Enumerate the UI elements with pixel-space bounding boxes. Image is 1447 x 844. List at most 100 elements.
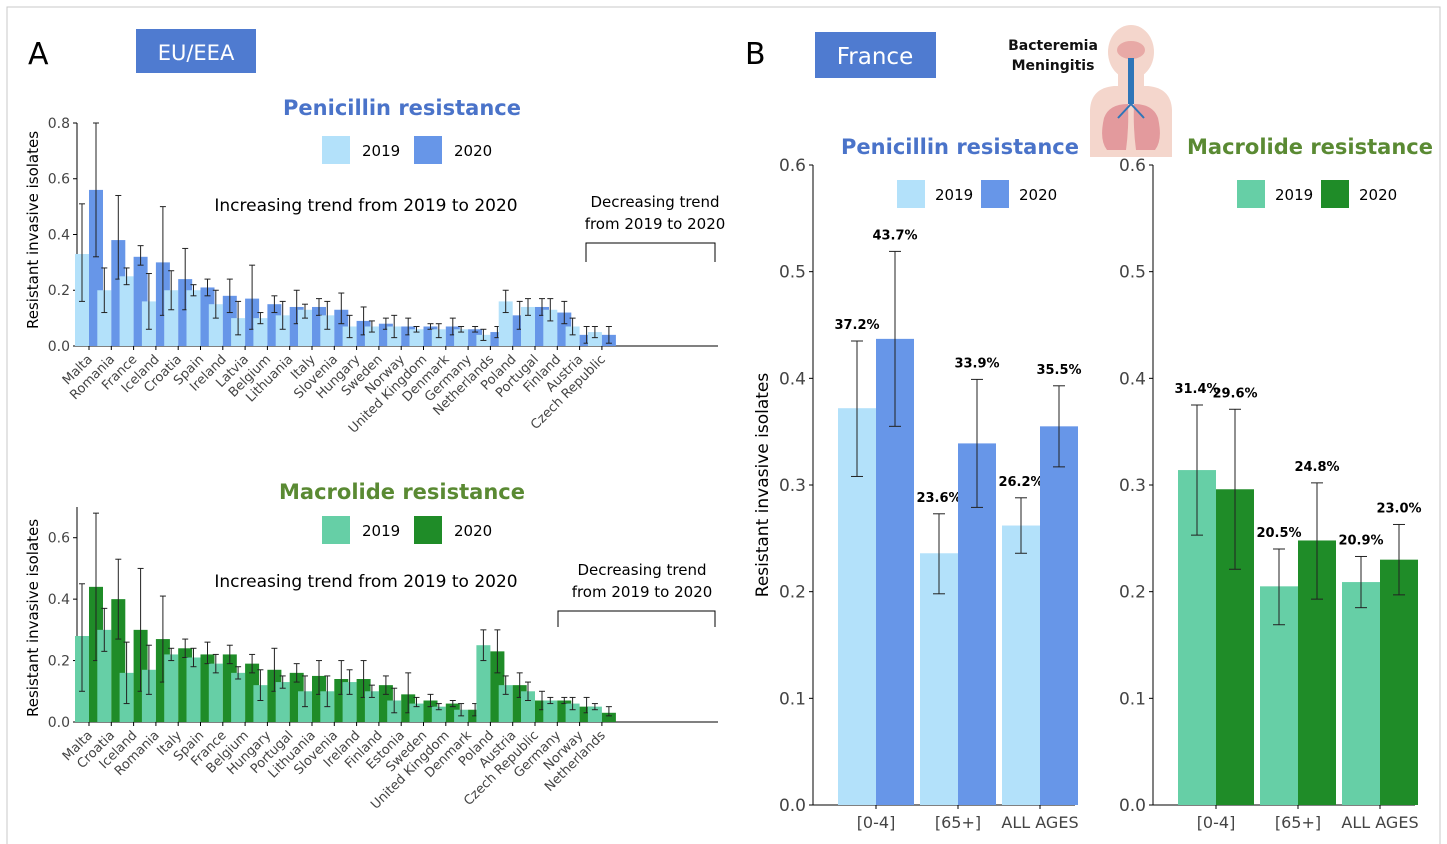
fr-penicillin-data-label: 23.6% xyxy=(916,491,961,506)
eu-penicillin-chart: 0.0 0.2 0.4 0.6 0.8 Penicillin resistance 2019… xyxy=(24,96,718,437)
eu-macrolide-bar-2019 xyxy=(164,654,179,722)
eu-label: EU/EEA xyxy=(158,41,235,65)
eu-penicillin-bar-2019 xyxy=(298,309,312,346)
eu-penicillin-bar-2019 xyxy=(186,290,201,346)
eu-pen-decreasing-note-2: from 2019 to 2020 xyxy=(585,215,726,233)
eu-macrolide-bar-2019 xyxy=(97,629,112,722)
eu-macrolide-bar-2019 xyxy=(253,685,268,722)
eu-penicillin-bar-2019 xyxy=(253,318,268,346)
fr-macrolide-y-tick-label: 0.4 xyxy=(1119,369,1146,389)
fr-penicillin-y-tick-label: 0.1 xyxy=(779,689,806,709)
eu-macrolide-y-tick-label: 0.4 xyxy=(48,592,70,608)
fr-penicillin-category-label: ALL AGES xyxy=(1001,813,1078,832)
fr-macrolide-legend-label-2020: 2020 xyxy=(1359,186,1397,204)
eu-macrolide-legend-label-2019: 2019 xyxy=(362,522,400,540)
fr-macrolide-category-label: [65+] xyxy=(1275,813,1321,832)
fr-penicillin-data-label: 37.2% xyxy=(834,318,879,333)
eu-macrolide-bar-2019 xyxy=(565,703,580,722)
eu-penicillin-legend-swatch-2020 xyxy=(414,136,442,164)
fr-penicillin-category-label: [0-4] xyxy=(857,813,896,832)
eu-macrolide-legend-label-2020: 2020 xyxy=(454,522,492,540)
eu-macrolide-bar-2019 xyxy=(409,703,424,722)
fr-penicillin-y-tick-label: 0.4 xyxy=(779,369,806,389)
eu-penicillin-bar-2019 xyxy=(364,326,379,346)
eu-penicillin-bar-2019 xyxy=(565,326,580,346)
eu-macrolide-y-tick-label: 0.0 xyxy=(48,715,70,731)
fr-penicillin-chart: 0.0 0.1 0.2 0.3 0.4 0.5 0.6 Penicillin resistan… xyxy=(753,135,1082,832)
eu-penicillin-bar-2019 xyxy=(164,290,179,346)
fr-macrolide-data-label: 20.5% xyxy=(1256,526,1301,541)
fr-penicillin-bar-2019 xyxy=(1002,525,1040,805)
eu-mac-increasing-note: Increasing trend from 2019 to 2020 xyxy=(214,572,517,592)
fr-macrolide-y-tick-label: 0.0 xyxy=(1119,796,1146,816)
eu-penicillin-legend-swatch-2019 xyxy=(322,136,350,164)
respiratory-system-icon xyxy=(1090,25,1172,163)
eu-macrolide-bar-2020 xyxy=(601,712,616,722)
eu-macrolide-bar-2019 xyxy=(186,657,201,722)
eu-macrolide-bar-2019 xyxy=(521,691,535,722)
eu-pen-decreasing-note-1: Decreasing trend xyxy=(590,193,719,211)
eu-penicillin-bar-2019 xyxy=(498,301,513,346)
fr-macrolide-title: Macrolide resistance xyxy=(1187,135,1433,159)
eu-penicillin-y-tick-label: 0.6 xyxy=(48,172,70,188)
fr-penicillin-data-label: 33.9% xyxy=(954,356,999,371)
eu-penicillin-bar-2019 xyxy=(587,332,602,346)
fr-macrolide-category-label: ALL AGES xyxy=(1341,813,1418,832)
eu-macrolide-bar-2019 xyxy=(275,682,290,722)
eu-penicillin-legend-label-2019: 2019 xyxy=(362,142,400,160)
eu-mac-decreasing-note-2: from 2019 to 2020 xyxy=(572,583,713,601)
fr-macrolide-data-label: 20.9% xyxy=(1338,533,1383,548)
eu-macrolide-legend-swatch-2019 xyxy=(322,516,350,544)
fr-penicillin-title: Penicillin resistance xyxy=(841,135,1079,159)
fr-penicillin-data-label: 26.2% xyxy=(998,475,1043,490)
fr-macrolide-y-tick-label: 0.5 xyxy=(1119,263,1146,283)
fr-penicillin-bar-2019 xyxy=(920,553,958,805)
fr-penicillin-y-tick-label: 0.0 xyxy=(779,796,806,816)
fr-macrolide-y-tick-label: 0.2 xyxy=(1119,583,1146,603)
eu-penicillin-title: Penicillin resistance xyxy=(283,96,521,120)
eu-mac-decreasing-bracket xyxy=(557,610,716,627)
fr-macrolide-legend-swatch-2019 xyxy=(1237,180,1265,208)
panel-b-letter: B xyxy=(745,37,766,72)
fr-macrolide-y-tick-label: 0.1 xyxy=(1119,689,1146,709)
infection-label-2: Meningitis xyxy=(1012,58,1095,74)
fr-macrolide-data-label: 29.6% xyxy=(1212,386,1257,401)
fr-macrolide-legend-swatch-2020 xyxy=(1321,180,1349,208)
france-label: France xyxy=(837,44,913,70)
eu-penicillin-bar-2019 xyxy=(208,304,223,346)
fr-macrolide-bar-2020 xyxy=(1380,559,1418,805)
eu-penicillin-y-axis-label: Resistant invasive isolates xyxy=(24,131,42,329)
eu-macrolide-bar-2019 xyxy=(364,691,379,722)
eu-penicillin-y-tick-label: 0.4 xyxy=(48,227,70,243)
fr-penicillin-legend-swatch-2019 xyxy=(897,180,925,208)
eu-penicillin-bar-2019 xyxy=(97,290,112,346)
fr-penicillin-y-tick-label: 0.5 xyxy=(779,263,806,283)
fr-penicillin-legend-label-2020: 2020 xyxy=(1019,186,1057,204)
eu-macrolide-bar-2019 xyxy=(431,706,446,722)
eu-macrolide-bar-2019 xyxy=(498,685,513,722)
eu-macrolide-bar-2019 xyxy=(543,700,558,722)
fr-penicillin-category-label: [65+] xyxy=(935,813,981,832)
fr-penicillin-legend-label-2019: 2019 xyxy=(935,186,973,204)
eu-pen-decreasing-bracket xyxy=(585,242,716,262)
eu-macrolide-y-tick-label: 0.2 xyxy=(48,653,70,669)
france-label-box xyxy=(815,32,936,78)
eu-macrolide-chart: 0.0 0.2 0.4 0.6 Macrolide resistance 2019 2020… xyxy=(24,480,718,813)
fr-macrolide-chart: 0.0 0.1 0.2 0.3 0.4 0.5 0.6 Macrolide resistanc… xyxy=(1119,135,1433,832)
eu-mac-decreasing-note-1: Decreasing trend xyxy=(577,561,706,579)
eu-penicillin-bar-2019 xyxy=(275,315,290,346)
eu-macrolide-bar-2019 xyxy=(231,672,246,722)
eu-macrolide-bar-2019 xyxy=(342,682,357,722)
eu-macrolide-legend-swatch-2020 xyxy=(414,516,442,544)
eu-macrolide-bar-2019 xyxy=(208,663,223,722)
fr-macrolide-legend-label-2019: 2019 xyxy=(1275,186,1313,204)
fr-penicillin-y-tick-label: 0.3 xyxy=(779,476,806,496)
fr-macrolide-data-label: 31.4% xyxy=(1174,382,1219,397)
eu-penicillin-legend-label-2020: 2020 xyxy=(454,142,492,160)
eu-penicillin-bar-2019 xyxy=(454,329,469,346)
fr-macrolide-y-tick-label: 0.6 xyxy=(1119,156,1146,176)
eu-label-box xyxy=(136,29,256,73)
fr-penicillin-data-label: 43.7% xyxy=(872,228,917,243)
panel-a-letter: A xyxy=(28,37,49,72)
